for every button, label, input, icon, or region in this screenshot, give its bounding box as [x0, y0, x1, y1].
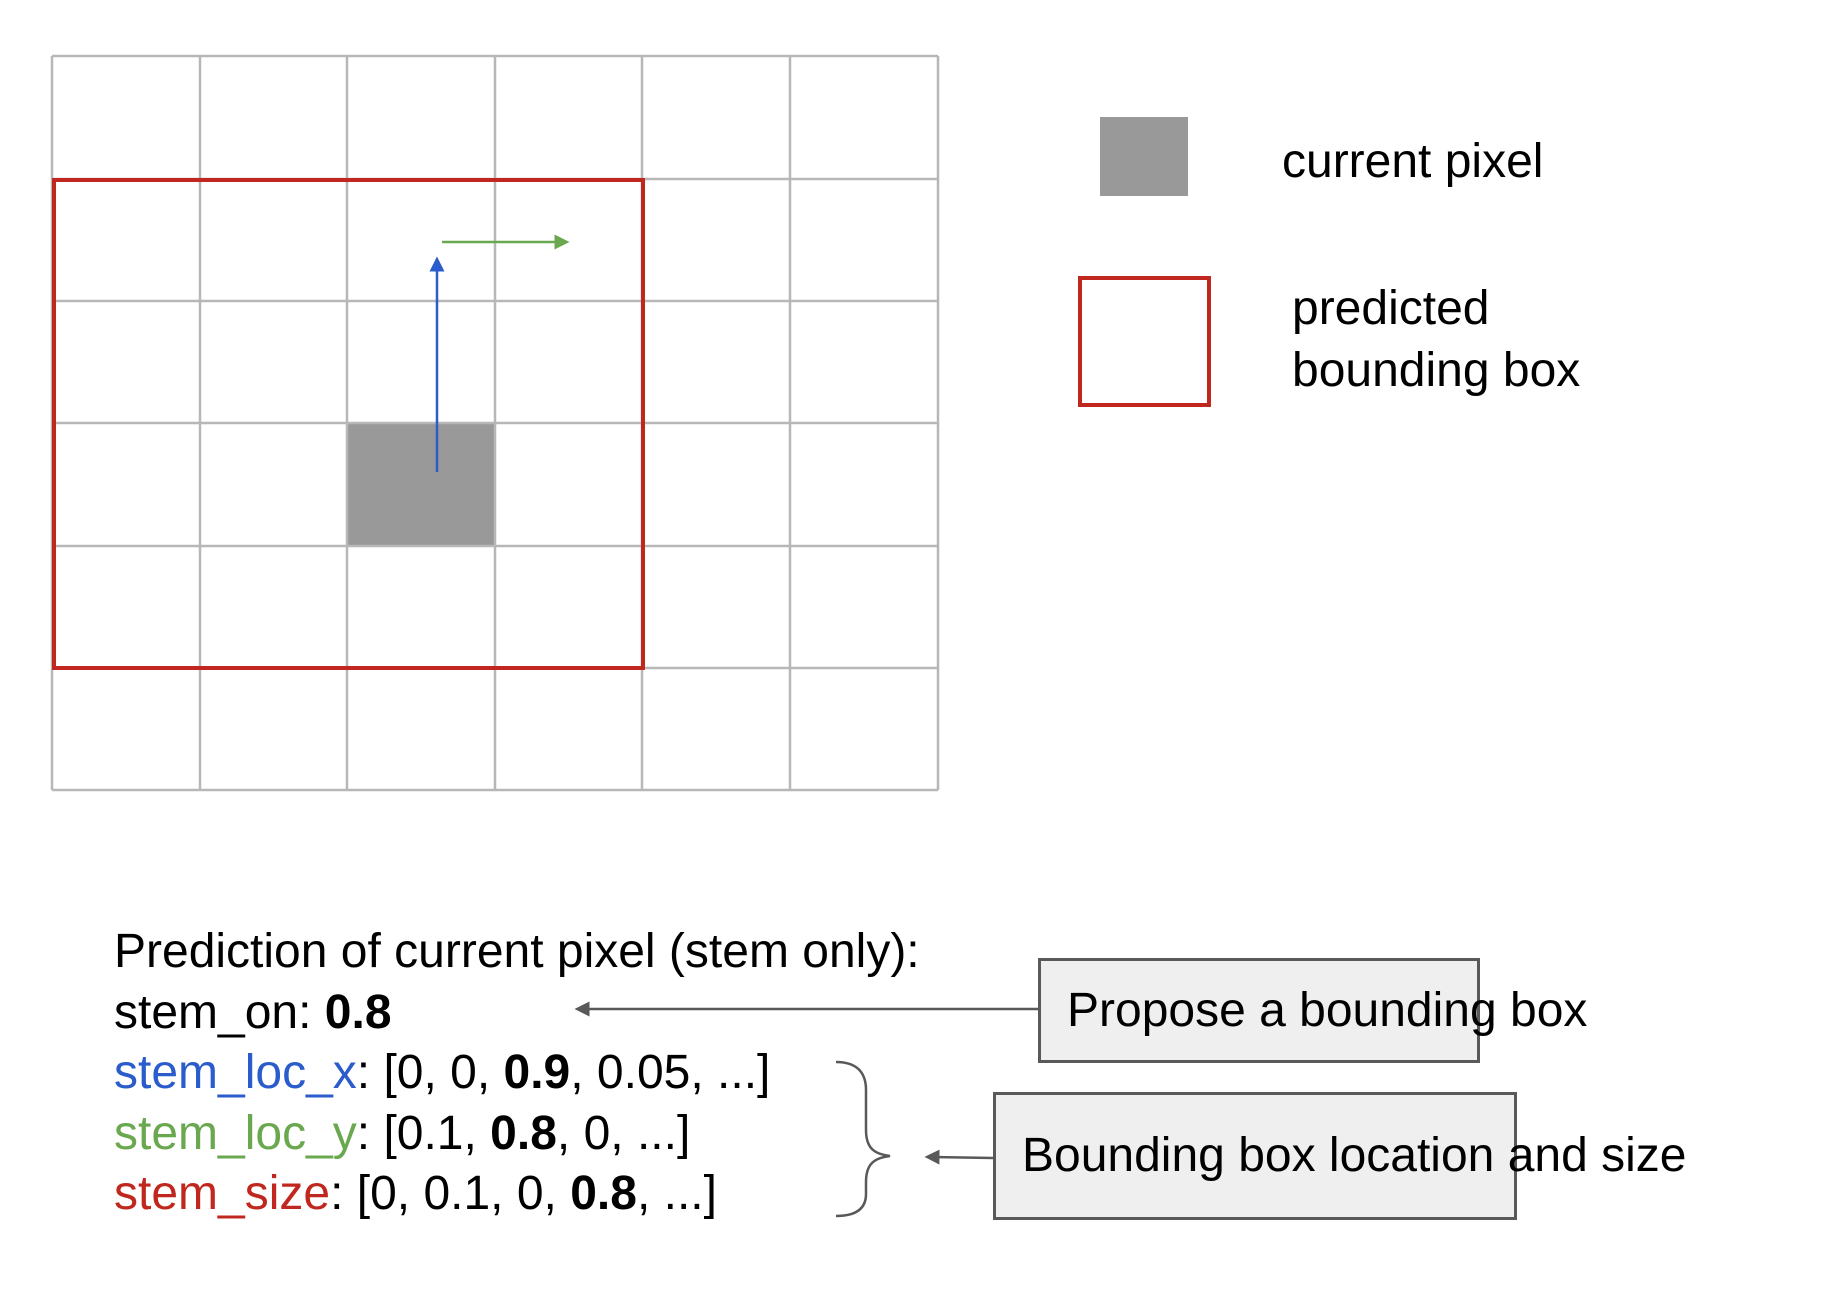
- stem-on-sep: :: [298, 985, 325, 1039]
- legend-bbox-label-line1: predicted: [1292, 282, 1490, 335]
- stem-loc-y-pre: : [0.1,: [356, 1106, 491, 1160]
- stem-on-value: 0.8: [324, 985, 392, 1039]
- stem-on-line: stem_on: 0.8: [114, 983, 920, 1044]
- stem-on-name: stem_on: [114, 985, 299, 1039]
- curly-brace: [835, 1060, 891, 1218]
- stem-size-name: stem_size: [114, 1167, 331, 1220]
- current-pixel-cell: [347, 423, 495, 546]
- propose-callout-text: Propose a bounding box: [1067, 983, 1588, 1037]
- stem-size-bold: 0.8: [570, 1167, 637, 1220]
- pixel-grid: [50, 54, 940, 792]
- location-size-callout: Bounding box location and size: [993, 1092, 1686, 1220]
- stem-loc-x-post: , 0.05, ...]: [570, 1046, 771, 1099]
- stem-loc-x-pre: : [0, 0,: [356, 1046, 504, 1099]
- stem-loc-x-bold: 0.9: [503, 1046, 571, 1099]
- location-size-callout-text: Bounding box location and size: [1022, 1129, 1687, 1182]
- stem-size-post: , ...]: [636, 1167, 717, 1220]
- stem-size-pre: : [0, 0.1, 0,: [330, 1167, 571, 1220]
- stem-loc-x-name: stem_loc_x: [114, 1046, 357, 1099]
- propose-callout: Propose a bounding box: [1038, 958, 1587, 1063]
- prediction-block: Prediction of current pixel (stem only):…: [114, 922, 920, 1225]
- stem-loc-y-bold: 0.8: [490, 1106, 557, 1160]
- legend-current-pixel-swatch: [1100, 117, 1188, 196]
- stem-loc-y-post: , 0, ...]: [556, 1106, 691, 1160]
- stem-loc-x-line: stem_loc_x: [0, 0, 0.9, 0.05, ...]: [114, 1043, 920, 1104]
- predicted-bounding-box: [52, 178, 645, 670]
- stem-loc-y-line: stem_loc_y: [0.1, 0.8, 0, ...]: [114, 1104, 920, 1165]
- prediction-heading: Prediction of current pixel (stem only):: [114, 925, 920, 978]
- legend-bbox-label-line2: bounding box: [1292, 344, 1581, 397]
- stem-size-line: stem_size: [0, 0.1, 0, 0.8, ...]: [114, 1164, 920, 1225]
- location-size-arrow: [924, 1149, 994, 1165]
- legend-current-pixel-label: current pixel: [1282, 135, 1544, 188]
- stem-loc-y-name: stem_loc_y: [114, 1106, 357, 1160]
- legend-bbox-swatch: [1078, 276, 1211, 407]
